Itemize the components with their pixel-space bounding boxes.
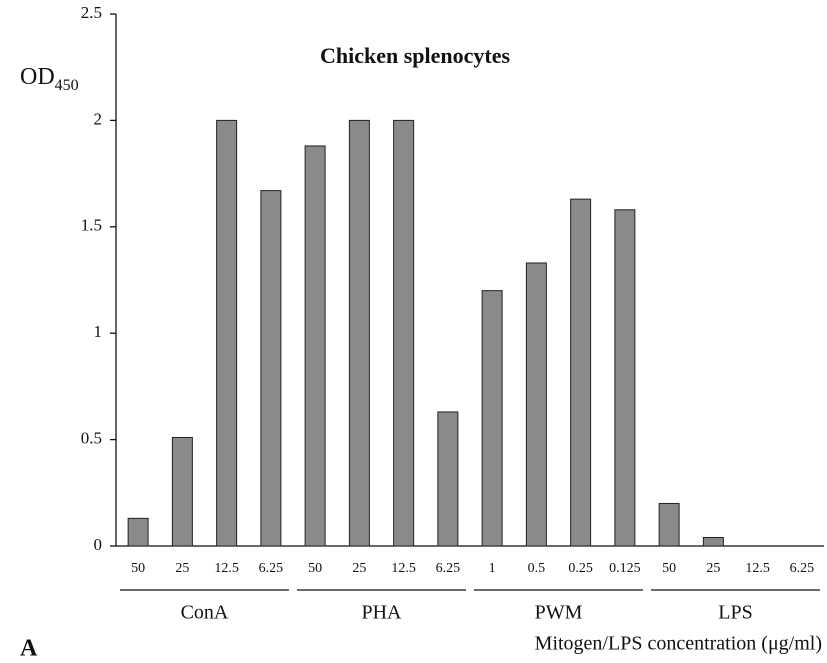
bar <box>658 502 680 547</box>
x-tick-label: 12.5 <box>214 561 239 576</box>
x-tick-label: 25 <box>175 561 189 576</box>
x-tick-label: 50 <box>662 561 676 576</box>
y-tick-label: 2 <box>94 109 103 128</box>
y-axis-label-subscript: 450 <box>55 77 79 94</box>
x-tick-label: 25 <box>706 561 720 576</box>
bar <box>614 209 636 547</box>
bar <box>304 145 326 547</box>
y-tick-label: 2.5 <box>81 3 102 22</box>
bar <box>702 536 724 547</box>
x-tick-label: 50 <box>308 561 322 576</box>
bar <box>481 290 503 547</box>
x-tick-label: 12.5 <box>391 561 416 576</box>
bar <box>171 436 193 547</box>
x-tick-label: 6.25 <box>259 561 284 576</box>
chart-title: Chicken splenocytes <box>320 43 511 68</box>
x-tick-label: 50 <box>131 561 145 576</box>
x-tick-label: 1 <box>489 561 496 576</box>
y-axis-label-main: OD <box>20 64 55 90</box>
group-label: LPS <box>718 602 752 624</box>
bar <box>260 190 282 547</box>
bar <box>393 119 415 547</box>
x-tick-label: 25 <box>352 561 366 576</box>
bar <box>127 517 149 547</box>
panel-label: A <box>20 636 38 662</box>
x-tick-label: 0.25 <box>568 561 593 576</box>
x-axis-label: Mitogen/LPS concentration (μg/ml) <box>535 633 822 655</box>
bar <box>570 198 592 547</box>
bar <box>348 119 370 547</box>
group-label: PHA <box>361 602 402 624</box>
y-axis-label: OD450 <box>20 64 79 94</box>
x-tick-label: 0.5 <box>528 561 546 576</box>
group-label: ConA <box>181 602 229 624</box>
group-label: PWM <box>535 602 583 624</box>
bar <box>216 119 238 547</box>
y-tick-label: 1 <box>94 322 103 341</box>
x-tick-label: 12.5 <box>745 561 770 576</box>
bar <box>437 411 459 547</box>
x-tick-label: 0.125 <box>609 561 641 576</box>
x-tick-label: 6.25 <box>436 561 461 576</box>
y-tick-label: 0.5 <box>81 429 102 448</box>
y-tick-label: 1.5 <box>81 216 102 235</box>
x-tick-label: 6.25 <box>790 561 815 576</box>
y-tick-label: 0 <box>94 535 103 554</box>
bar <box>525 262 547 547</box>
